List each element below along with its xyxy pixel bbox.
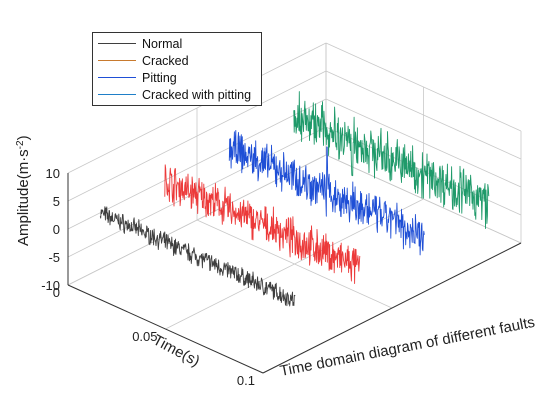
data-layer	[99, 91, 490, 307]
legend-item: Cracked with pitting	[93, 86, 261, 103]
x-tick-label: 0.05	[132, 329, 157, 344]
legend-label: Cracked	[142, 53, 189, 68]
y-axis-label: Time domain diagram of different faults	[279, 314, 537, 380]
series-line-cracked-with-pitting	[293, 91, 490, 229]
legend: Normal Cracked Pitting Cracked with pitting	[92, 32, 262, 106]
legend-label: Cracked with pitting	[142, 87, 252, 102]
legend-item: Pitting	[93, 69, 261, 86]
axis-y-line	[262, 242, 522, 374]
x-tick-label: 0	[53, 285, 60, 300]
z-axis-label-tail: )	[15, 135, 32, 140]
z-tick-label: 10	[46, 166, 60, 181]
legend-label: Normal	[142, 36, 183, 51]
legend-label: Pitting	[142, 70, 177, 85]
grid-line-floor	[325, 154, 522, 244]
z-tick-label: 5	[53, 194, 60, 209]
z-tick-label: -5	[48, 250, 60, 265]
series-line-normal	[99, 206, 296, 307]
z-tick-label: 0	[53, 222, 60, 237]
axis-x-line	[67, 284, 264, 374]
z-axis-label-exponent: -2	[15, 140, 26, 149]
legend-item: Cracked	[93, 52, 261, 69]
legend-swatch	[98, 43, 136, 44]
legend-item: Normal	[93, 35, 261, 52]
legend-swatch	[98, 60, 136, 61]
x-axis-label: Time(s)	[150, 332, 202, 371]
z-axis-label: Amplitude(m·s-2)	[15, 135, 32, 246]
x-tick-label: 0.1	[237, 373, 255, 388]
z-tick-label: -10	[41, 278, 60, 293]
z-axis-label-base: Amplitude(m·s	[15, 149, 32, 246]
series-line-cracked	[164, 164, 361, 284]
grid-line-floor	[196, 219, 393, 309]
legend-swatch	[98, 77, 136, 78]
legend-swatch	[98, 94, 136, 95]
series-line-pitting	[228, 129, 425, 256]
